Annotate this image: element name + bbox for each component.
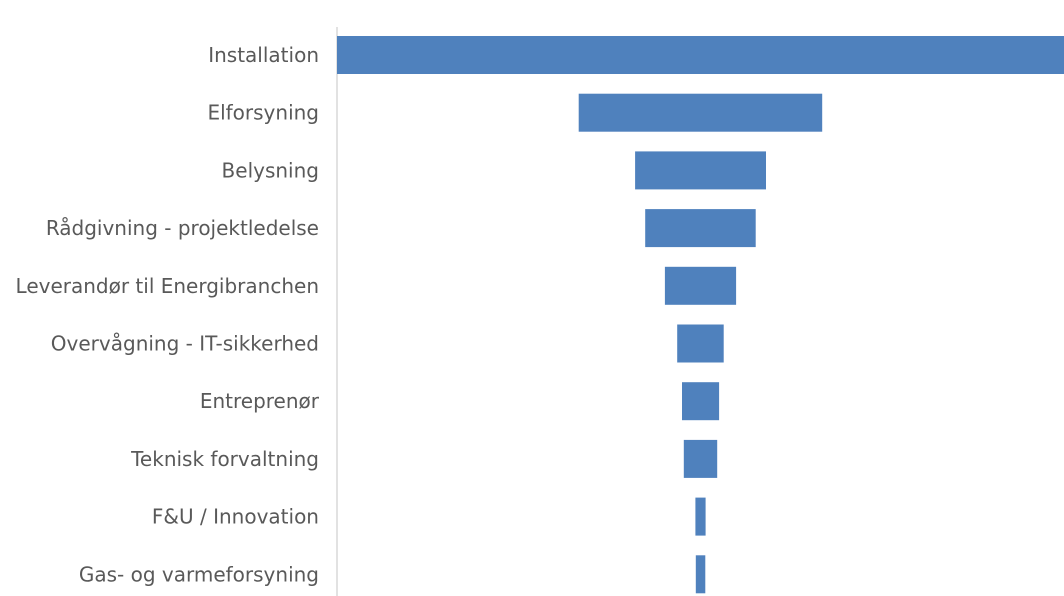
category-label: Rådgivning - projektledelse <box>46 216 319 240</box>
bar <box>682 382 720 421</box>
bar <box>677 324 724 363</box>
category-label: Leverandør til Energibranchen <box>16 274 319 298</box>
bar <box>337 36 1064 74</box>
bar <box>664 266 737 305</box>
bar <box>578 93 823 132</box>
bar <box>695 497 706 536</box>
bars <box>337 36 1064 594</box>
category-label: Teknisk forvaltning <box>130 447 319 471</box>
category-label: Overvågning - IT-sikkerhed <box>51 332 319 356</box>
bar <box>695 555 706 594</box>
bar <box>635 151 766 190</box>
bar <box>645 209 756 248</box>
category-label: F&U / Innovation <box>152 505 319 529</box>
bar <box>683 439 718 478</box>
category-label: Belysning <box>222 158 319 182</box>
category-label: Entreprenør <box>200 389 320 413</box>
category-label: Elforsyning <box>207 101 319 125</box>
category-label: Gas- og varmeforsyning <box>79 562 319 586</box>
category-label: Installation <box>208 43 319 67</box>
category-labels: Installation Elforsyning Belysning Rådgivni… <box>16 43 320 586</box>
